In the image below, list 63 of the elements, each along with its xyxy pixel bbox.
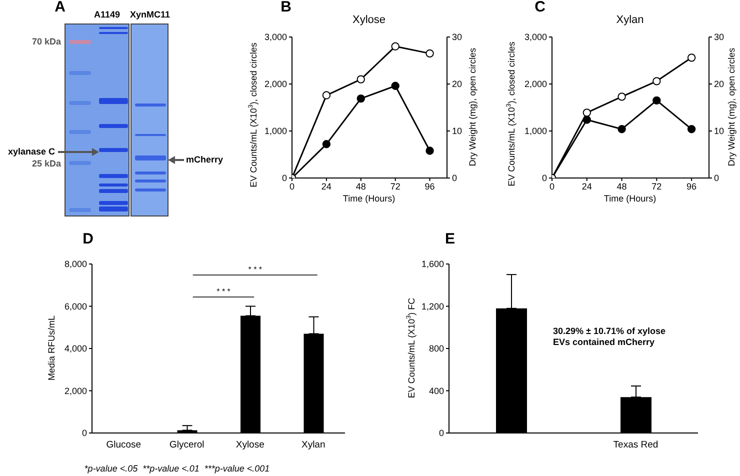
y2-tick-label: 20	[714, 79, 724, 90]
y-tick-label: 1,600	[421, 259, 444, 270]
x-tick-label: 96	[424, 181, 435, 192]
x-tick-label: Texas Red	[613, 440, 658, 451]
text: A1149	[94, 9, 120, 21]
x-tick-label: 48	[356, 181, 366, 192]
text: B	[280, 0, 292, 18]
y-tick-label: 400	[428, 386, 444, 396]
y2-axis-title: Dry Weight (mg), open circles	[467, 48, 478, 166]
y-tick-label: 0	[282, 173, 287, 184]
y-tick-label: 2,000	[264, 79, 287, 90]
y-tick-label: 0	[82, 428, 87, 438]
x-tick-label: 96	[686, 181, 697, 192]
y-tick-label: 0	[438, 428, 444, 438]
text: E	[444, 230, 456, 250]
y-tick-label: 800	[428, 344, 444, 354]
text: C	[534, 0, 546, 18]
y2-tick-label: 30	[714, 32, 724, 42]
text: A	[54, 0, 66, 18]
text: 25 kDa	[32, 158, 61, 170]
x-tick-label: Glucose	[106, 440, 142, 451]
y-axis-title: Media RFUs/mL	[46, 315, 58, 381]
text: xylanase C	[8, 146, 55, 158]
x-tick-label: 24	[321, 181, 332, 192]
annotation: * * *	[248, 265, 262, 275]
x-tick-label: 0	[549, 181, 555, 192]
y2-tick-label: 0	[452, 173, 458, 184]
y-tick-label: 3,000	[524, 32, 547, 42]
y-tick-label: 1,000	[524, 126, 547, 136]
x-axis-title: Time (Hours)	[604, 193, 656, 205]
text: *p-value <.05 **p-value <.01 ***p-value <.001	[84, 463, 270, 475]
y2-tick-label: 0	[714, 173, 720, 184]
y-tick-label: 6,000	[64, 301, 87, 312]
x-axis-title: Time (Hours)	[342, 193, 396, 205]
y-tick-label: 2,000	[64, 386, 87, 396]
y2-tick-label: 20	[452, 79, 462, 90]
x-tick-label: 24	[582, 181, 592, 192]
y2-tick-label: 30	[452, 32, 462, 42]
y-tick-label: 1,200	[421, 301, 444, 312]
x-tick-label: 72	[652, 181, 662, 192]
x-tick-label: Xylose	[236, 440, 264, 451]
x-tick-label: Glycerol	[169, 440, 204, 451]
y-tick-label: 1,000	[264, 126, 287, 136]
text: XynMC11	[130, 9, 170, 21]
text: mCherry	[186, 154, 224, 166]
y2-axis-title: Dry Weight (mg), open circles	[726, 48, 738, 166]
y-tick-label: 8,000	[64, 259, 87, 270]
x-tick-label: 48	[616, 181, 627, 192]
x-tick-label: Xylan	[301, 440, 326, 451]
x-tick-label: 0	[289, 181, 295, 192]
chart-title: Xylose	[352, 14, 386, 28]
y-tick-label: 0	[542, 173, 547, 184]
annotation: * * *	[216, 287, 230, 297]
text: D	[82, 230, 94, 250]
text: 70 kDa	[32, 36, 61, 48]
chart-title: Xylan	[616, 14, 644, 28]
y-tick-label: 2,000	[524, 79, 547, 90]
y2-tick-label: 10	[714, 126, 724, 136]
annotation: 30.29% ± 10.71% of xylose EVs contained mCherry	[553, 326, 667, 348]
y-tick-label: 4,000	[64, 344, 87, 354]
x-tick-label: 72	[390, 181, 400, 192]
y-tick-label: 3,000	[264, 32, 287, 42]
y2-tick-label: 10	[452, 126, 462, 136]
